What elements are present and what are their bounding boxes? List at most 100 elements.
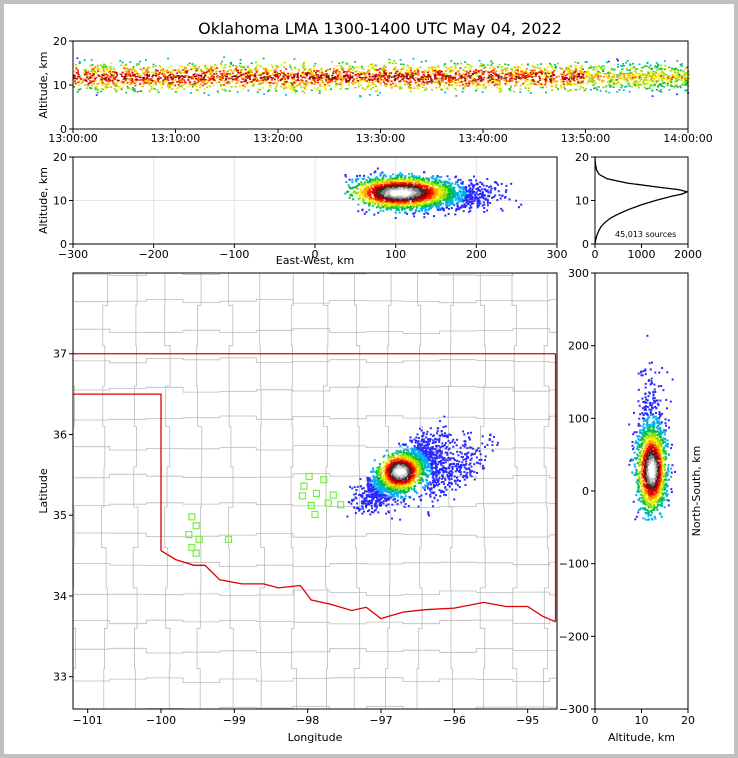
time-altitude-source (515, 75, 518, 78)
time-altitude-source (150, 82, 153, 84)
time-altitude-source (302, 82, 305, 84)
time-altitude-source (331, 80, 334, 83)
time-altitude-source (591, 74, 594, 77)
time-altitude-source (318, 71, 321, 74)
time-altitude-source (257, 64, 260, 67)
eastwest-source (450, 207, 453, 210)
time-altitude-source (386, 79, 389, 82)
time-altitude-source (626, 73, 629, 76)
time-altitude-source (237, 78, 240, 80)
time-altitude-source (141, 85, 144, 88)
time-altitude-source (524, 72, 527, 75)
time-altitude-source (410, 76, 413, 79)
time-altitude-source (95, 72, 98, 74)
time-altitude-source (359, 95, 362, 97)
time-altitude-source (152, 66, 155, 68)
time-altitude-source (479, 84, 482, 87)
eastwest-source (439, 189, 442, 192)
time-altitude-source (377, 80, 380, 82)
time-altitude-source (146, 76, 149, 79)
time-altitude-source (480, 76, 483, 79)
time-altitude-source (197, 74, 200, 77)
time-altitude-source (520, 73, 523, 76)
time-altitude-source (88, 72, 91, 75)
time-altitude-source (258, 88, 261, 91)
time-altitude-source (432, 72, 435, 75)
time-altitude-source (505, 69, 508, 72)
time-altitude-source (248, 78, 251, 80)
time-altitude-source (277, 80, 280, 83)
time-altitude-source (607, 72, 610, 75)
time-altitude-source (630, 78, 633, 81)
time-altitude-source (97, 65, 100, 67)
time-altitude-source (451, 76, 454, 79)
time-altitude-source (412, 77, 415, 79)
time-altitude-source (562, 74, 565, 76)
time-altitude-source (591, 76, 594, 79)
time-altitude-source (548, 72, 551, 75)
time-altitude-source (269, 74, 272, 77)
time-altitude-source (378, 71, 381, 74)
time-altitude-source (517, 72, 520, 75)
time-altitude-source (184, 75, 187, 77)
time-altitude-source (657, 65, 660, 67)
time-altitude-source (565, 84, 568, 86)
time-altitude-source (383, 68, 386, 71)
time-altitude-source (573, 75, 576, 78)
time-altitude-source (90, 87, 93, 90)
time-altitude-source (411, 73, 414, 76)
eastwest-source (367, 176, 370, 179)
time-altitude-source (595, 66, 598, 68)
time-altitude-source (518, 77, 521, 79)
time-altitude-source (143, 73, 146, 75)
time-altitude-source (213, 73, 216, 75)
time-altitude-source (660, 67, 663, 70)
time-altitude-source (472, 70, 475, 73)
time-altitude-source (336, 70, 339, 72)
time-altitude-source (325, 80, 328, 83)
time-altitude-source (559, 73, 562, 75)
time-altitude-source (580, 72, 583, 75)
time-altitude-source (677, 75, 680, 77)
time-altitude-source (285, 68, 288, 70)
time-altitude-source (231, 78, 234, 81)
time-altitude-source (124, 73, 127, 75)
eastwest-source (375, 193, 378, 196)
time-altitude-source (642, 66, 645, 69)
time-altitude-source (334, 80, 337, 83)
time-altitude-source (216, 90, 219, 92)
time-altitude-source (85, 87, 88, 89)
time-altitude-source (529, 92, 532, 94)
time-altitude-source (120, 80, 123, 83)
time-altitude-source (525, 69, 528, 71)
time-altitude-source (151, 79, 154, 82)
time-altitude-source (374, 76, 377, 78)
eastwest-source (441, 189, 444, 192)
time-altitude-source (145, 70, 148, 73)
time-altitude-source (409, 67, 412, 70)
time-altitude-source (420, 76, 423, 78)
time-altitude-source (613, 68, 616, 71)
time-altitude-source (90, 68, 93, 71)
time-altitude-source (194, 67, 197, 70)
time-altitude-source (675, 73, 678, 75)
time-altitude-source (580, 80, 583, 83)
eastwest-source (364, 197, 367, 200)
time-altitude-source (301, 65, 304, 68)
time-altitude-source (685, 89, 688, 92)
time-altitude-source (290, 84, 293, 86)
eastwest-source (415, 209, 418, 212)
time-altitude-source (683, 68, 686, 70)
time-altitude-source (103, 74, 106, 77)
time-altitude-source (443, 64, 446, 67)
time-altitude-source (271, 66, 274, 68)
time-altitude-source (651, 89, 654, 92)
eastwest-source (454, 196, 457, 199)
eastwest-source (518, 206, 521, 209)
eastwest-source (429, 193, 432, 196)
time-altitude-source (407, 83, 410, 86)
time-altitude-source (313, 70, 316, 72)
time-altitude-source (381, 69, 384, 71)
time-altitude-source (513, 66, 516, 69)
time-altitude-source (580, 75, 583, 78)
